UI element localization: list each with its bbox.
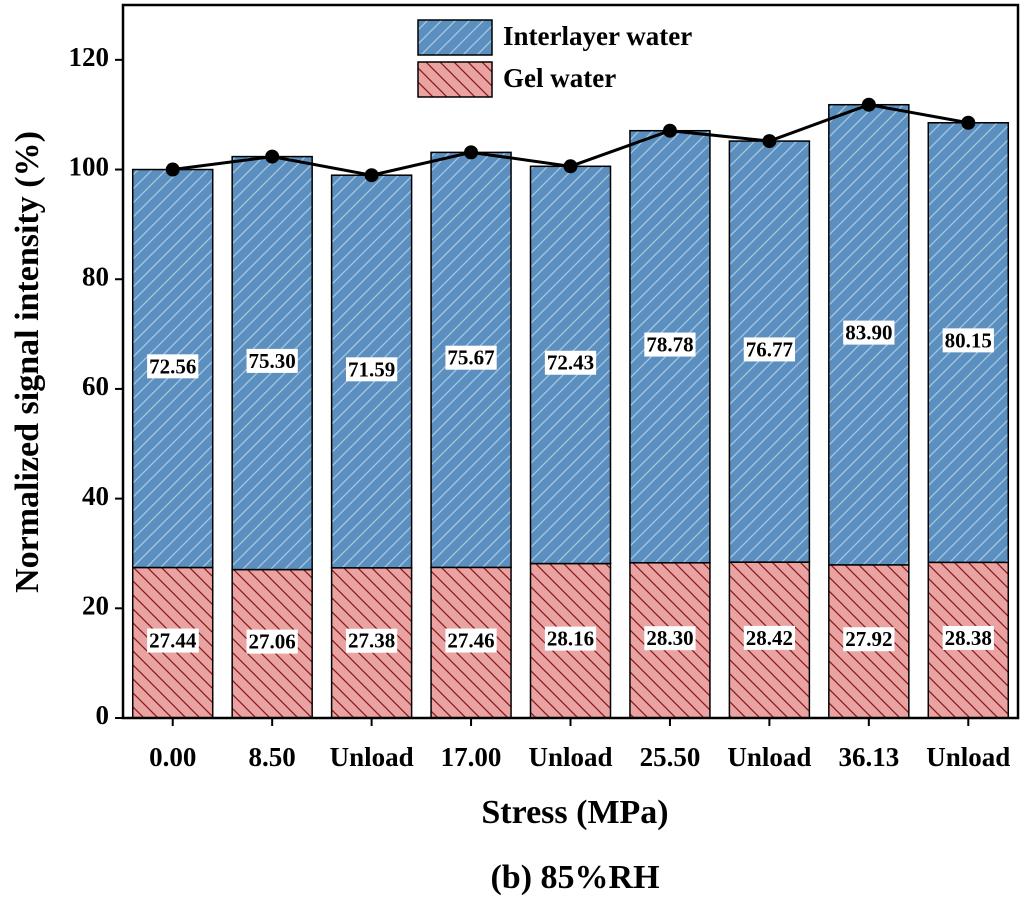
value-label-box xyxy=(942,328,994,353)
y-tick-label: 80 xyxy=(82,261,109,291)
value-label-box xyxy=(345,357,398,382)
value-label: 28.42 xyxy=(746,626,793,650)
value-label-group: 28.30 xyxy=(644,626,696,651)
value-label-group: 72.43 xyxy=(544,350,597,375)
x-tick-label: 0.00 xyxy=(149,742,196,772)
value-label-box xyxy=(743,337,796,362)
value-label: 28.16 xyxy=(547,627,594,651)
value-label: 80.15 xyxy=(945,328,992,352)
value-label-box xyxy=(644,626,696,651)
value-label-group: 72.56 xyxy=(147,354,199,379)
value-label-group: 28.42 xyxy=(743,625,796,650)
value-label-box xyxy=(644,332,696,357)
x-tick-label: 36.13 xyxy=(838,742,899,772)
value-label-group: 78.78 xyxy=(644,332,696,357)
value-label: 78.78 xyxy=(646,333,693,357)
value-label: 28.38 xyxy=(945,626,992,650)
x-tick-label: Unload xyxy=(330,742,414,772)
value-label-group: 27.92 xyxy=(843,627,895,652)
value-label-group: 27.44 xyxy=(147,628,199,653)
value-label-box xyxy=(843,320,895,345)
value-label-box xyxy=(246,629,298,654)
value-label-group: 80.15 xyxy=(942,328,994,353)
x-tick-label: Unload xyxy=(926,742,1010,772)
total-point xyxy=(165,162,180,177)
value-label-group: 75.67 xyxy=(445,345,497,370)
legend-label: Interlayer water xyxy=(503,21,692,51)
value-label-box xyxy=(942,625,994,650)
value-label: 27.44 xyxy=(149,629,197,653)
x-tick-label: Unload xyxy=(528,742,612,772)
total-point xyxy=(662,123,677,138)
value-label-box xyxy=(147,354,199,379)
x-tick-label: 25.50 xyxy=(640,742,701,772)
value-label-group: 27.06 xyxy=(246,629,298,654)
value-label-group: 75.30 xyxy=(246,348,298,373)
value-label-box xyxy=(544,350,597,375)
value-label-box xyxy=(743,625,796,650)
total-point xyxy=(364,168,379,183)
total-point xyxy=(861,97,876,112)
y-tick-label: 40 xyxy=(82,481,109,511)
y-tick-label: 20 xyxy=(82,591,109,621)
value-label: 75.30 xyxy=(249,349,296,373)
value-label: 83.90 xyxy=(845,321,892,345)
value-label-group: 71.59 xyxy=(345,357,398,382)
value-label: 27.06 xyxy=(249,630,296,654)
legend-swatch xyxy=(417,61,493,98)
value-label-box xyxy=(445,345,497,370)
value-label: 27.92 xyxy=(845,627,892,651)
value-label-box xyxy=(843,627,895,652)
x-tick-label: Unload xyxy=(727,742,811,772)
value-label-group: 83.90 xyxy=(843,320,895,345)
value-label-box xyxy=(345,628,398,653)
y-tick-label: 60 xyxy=(82,371,109,401)
value-label-box xyxy=(246,348,298,373)
x-tick-label: 17.00 xyxy=(441,742,502,772)
value-label-group: 76.77 xyxy=(743,337,796,362)
value-label: 72.43 xyxy=(547,351,594,375)
value-label: 28.30 xyxy=(646,626,693,650)
value-label: 27.46 xyxy=(447,629,494,653)
total-point xyxy=(265,149,280,164)
value-label: 71.59 xyxy=(348,357,395,381)
y-axis-title: Normalized signal intensity (%) xyxy=(9,131,46,593)
value-label-group: 27.38 xyxy=(345,628,398,653)
value-label: 75.67 xyxy=(447,346,494,370)
total-point xyxy=(563,159,578,174)
value-label-group: 27.46 xyxy=(445,628,497,653)
value-label-box xyxy=(544,626,597,651)
x-axis-title: Stress (MPa) xyxy=(481,794,668,831)
total-point xyxy=(464,145,479,160)
y-tick-label: 120 xyxy=(69,42,110,72)
plot-frame xyxy=(121,3,1020,720)
value-label: 72.56 xyxy=(149,354,196,378)
value-label-box xyxy=(147,628,199,653)
y-tick-label: 0 xyxy=(96,700,110,730)
value-label-box xyxy=(445,628,497,653)
x-tick-label: 8.50 xyxy=(249,742,296,772)
caption: (b) 85%RH xyxy=(490,859,659,896)
total-point xyxy=(762,134,777,149)
y-tick-label: 100 xyxy=(69,152,110,182)
value-label-group: 28.16 xyxy=(544,626,597,651)
legend-swatch xyxy=(417,19,493,56)
legend-label: Gel water xyxy=(503,63,616,93)
value-label: 76.77 xyxy=(746,337,793,361)
value-label: 27.38 xyxy=(348,629,395,653)
total-point xyxy=(961,115,976,130)
value-label-group: 28.38 xyxy=(942,625,994,650)
